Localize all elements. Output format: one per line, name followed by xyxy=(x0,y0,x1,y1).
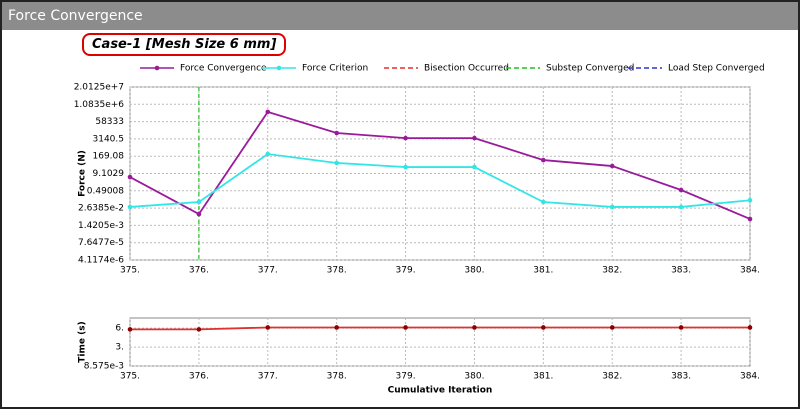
point xyxy=(403,135,408,141)
point xyxy=(609,204,615,210)
x-tick-label: 379. xyxy=(396,372,416,382)
point xyxy=(334,325,339,330)
point xyxy=(265,325,271,330)
series-line xyxy=(130,326,750,331)
x-tick-label: 381. xyxy=(533,266,553,276)
x-tick-label: 384. xyxy=(740,266,760,276)
point xyxy=(747,216,753,222)
x-tick-label: 379. xyxy=(396,266,416,276)
y-tick-label: 58333 xyxy=(95,117,124,127)
legend-label: Bisection Occurred xyxy=(424,64,509,74)
y-tick-label: 1.4205e-3 xyxy=(78,221,124,231)
point xyxy=(472,135,477,141)
x-tick-label: 378. xyxy=(327,266,347,276)
x-axis-label: Cumulative Iteration xyxy=(388,386,493,396)
plot-area xyxy=(129,317,751,367)
point xyxy=(196,199,202,205)
y-tick-label: 169.08 xyxy=(93,152,125,162)
series-line xyxy=(129,153,751,208)
x-tick-label: 382. xyxy=(602,266,622,276)
legend-label: Force Convergence xyxy=(180,64,267,74)
y-tick-label: 3. xyxy=(115,343,124,353)
legend-label: Substep Converged xyxy=(546,64,634,74)
point xyxy=(265,151,271,157)
x-tick-label: 375. xyxy=(120,372,140,382)
x-tick-label: 377. xyxy=(258,266,278,276)
x-tick-label: 375. xyxy=(120,266,140,276)
y-tick-label: 2.0125e+7 xyxy=(74,83,124,93)
point xyxy=(127,174,133,180)
x-tick-label: 377. xyxy=(258,372,278,382)
x-tick-label: 376. xyxy=(189,372,209,382)
window-title: Force Convergence xyxy=(2,2,798,30)
y-axis-label: Time (s) xyxy=(78,321,88,362)
point xyxy=(747,197,753,203)
point xyxy=(747,325,753,330)
point xyxy=(127,327,133,332)
y-tick-label: 4.1174e-6 xyxy=(78,256,124,266)
point xyxy=(609,325,615,330)
x-tick-label: 383. xyxy=(671,266,691,276)
legend-marker xyxy=(154,65,160,71)
x-tick-label: 380. xyxy=(464,372,484,382)
y-tick-label: 8.575e-3 xyxy=(84,362,124,372)
point xyxy=(403,325,408,330)
point xyxy=(609,163,615,169)
y-tick-label: 2.6385e-2 xyxy=(78,204,124,214)
x-tick-label: 378. xyxy=(327,372,347,382)
point xyxy=(472,325,477,330)
x-tick-label: 384. xyxy=(740,372,760,382)
point xyxy=(678,204,684,210)
point xyxy=(678,325,684,330)
point xyxy=(541,325,546,330)
point xyxy=(541,157,546,163)
legend-label: Load Step Converged xyxy=(668,64,765,74)
y-axis-label: Force (N) xyxy=(78,150,88,197)
point xyxy=(472,164,477,170)
point xyxy=(265,109,271,115)
point xyxy=(678,187,684,193)
y-tick-label: 3140.5 xyxy=(93,134,125,144)
point xyxy=(127,204,133,210)
point xyxy=(334,130,339,136)
y-tick-label: 7.6477e-5 xyxy=(78,238,124,248)
y-tick-label: 6. xyxy=(115,324,124,334)
y-tick-label: 9.1029 xyxy=(93,169,125,179)
point xyxy=(541,199,546,205)
x-tick-label: 376. xyxy=(189,266,209,276)
x-tick-label: 383. xyxy=(671,372,691,382)
legend-marker xyxy=(276,65,282,71)
x-tick-label: 382. xyxy=(602,372,622,382)
case-label: Case-1 [Mesh Size 6 mm] xyxy=(82,33,287,56)
point xyxy=(196,327,202,332)
y-tick-label: 1.0835e+6 xyxy=(74,100,125,110)
point xyxy=(403,164,408,170)
series-line xyxy=(129,110,751,220)
y-tick-label: 0.49008 xyxy=(87,186,124,196)
x-tick-label: 380. xyxy=(464,266,484,276)
x-tick-label: 381. xyxy=(533,372,553,382)
legend-label: Force Criterion xyxy=(302,64,368,74)
point xyxy=(196,211,202,217)
point xyxy=(334,160,339,166)
